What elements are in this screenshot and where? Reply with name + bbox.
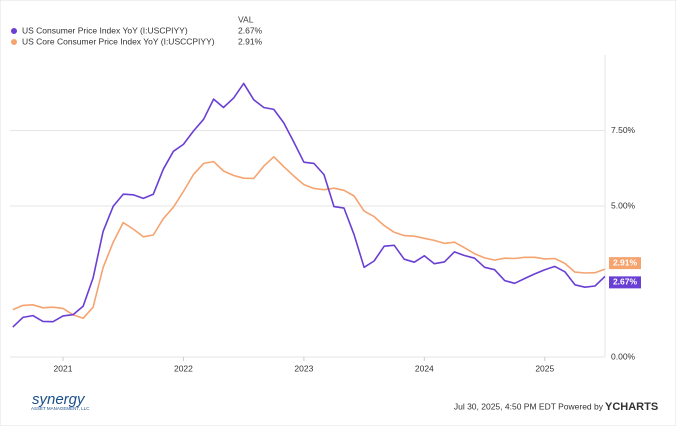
- series-line: [12, 82, 606, 328]
- legend-value: 2.67%: [238, 25, 263, 35]
- legend-label: US Consumer Price Index YoY (I:USCPIYY): [22, 25, 188, 35]
- end-label: 2.91%: [613, 257, 638, 267]
- timestamp: Jul 30, 2025, 4:50 PM EDT Powered by: [454, 401, 604, 411]
- x-tick-label: 2022: [174, 363, 193, 373]
- brand: synergy: [32, 391, 86, 408]
- legend-swatch: [11, 39, 17, 45]
- legend-header: VAL: [238, 14, 254, 24]
- y-tick-label: 7.50%: [611, 125, 636, 135]
- y-tick-label: 0.00%: [611, 351, 636, 361]
- legend-swatch: [11, 28, 17, 34]
- source: YCHARTS: [605, 401, 658, 413]
- legend-label: US Core Consumer Price Index YoY (I:USCC…: [22, 36, 215, 46]
- end-label: 2.67%: [613, 277, 638, 287]
- x-tick-label: 2025: [535, 363, 554, 373]
- x-tick-label: 2021: [54, 363, 73, 373]
- legend-value: 2.91%: [238, 36, 263, 46]
- brand-sub: ASSET MANAGEMENT, LLC: [31, 406, 90, 411]
- y-tick-label: 5.00%: [611, 200, 636, 210]
- end-tag: [609, 257, 641, 270]
- end-tag: [609, 276, 641, 289]
- x-tick-label: 2024: [415, 363, 434, 373]
- x-tick-label: 2023: [294, 363, 313, 373]
- series-line: [12, 156, 606, 320]
